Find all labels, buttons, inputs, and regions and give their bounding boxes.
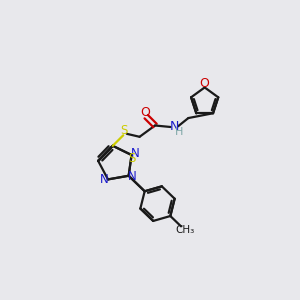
Text: H: H xyxy=(175,127,184,137)
Text: N: N xyxy=(100,173,109,186)
Text: O: O xyxy=(141,106,151,119)
Text: N: N xyxy=(170,120,179,133)
Text: CH₃: CH₃ xyxy=(176,226,195,236)
Text: O: O xyxy=(200,77,210,90)
Text: N: N xyxy=(128,170,137,183)
Text: S: S xyxy=(128,152,135,165)
Text: N: N xyxy=(131,147,140,160)
Text: S: S xyxy=(121,124,128,137)
